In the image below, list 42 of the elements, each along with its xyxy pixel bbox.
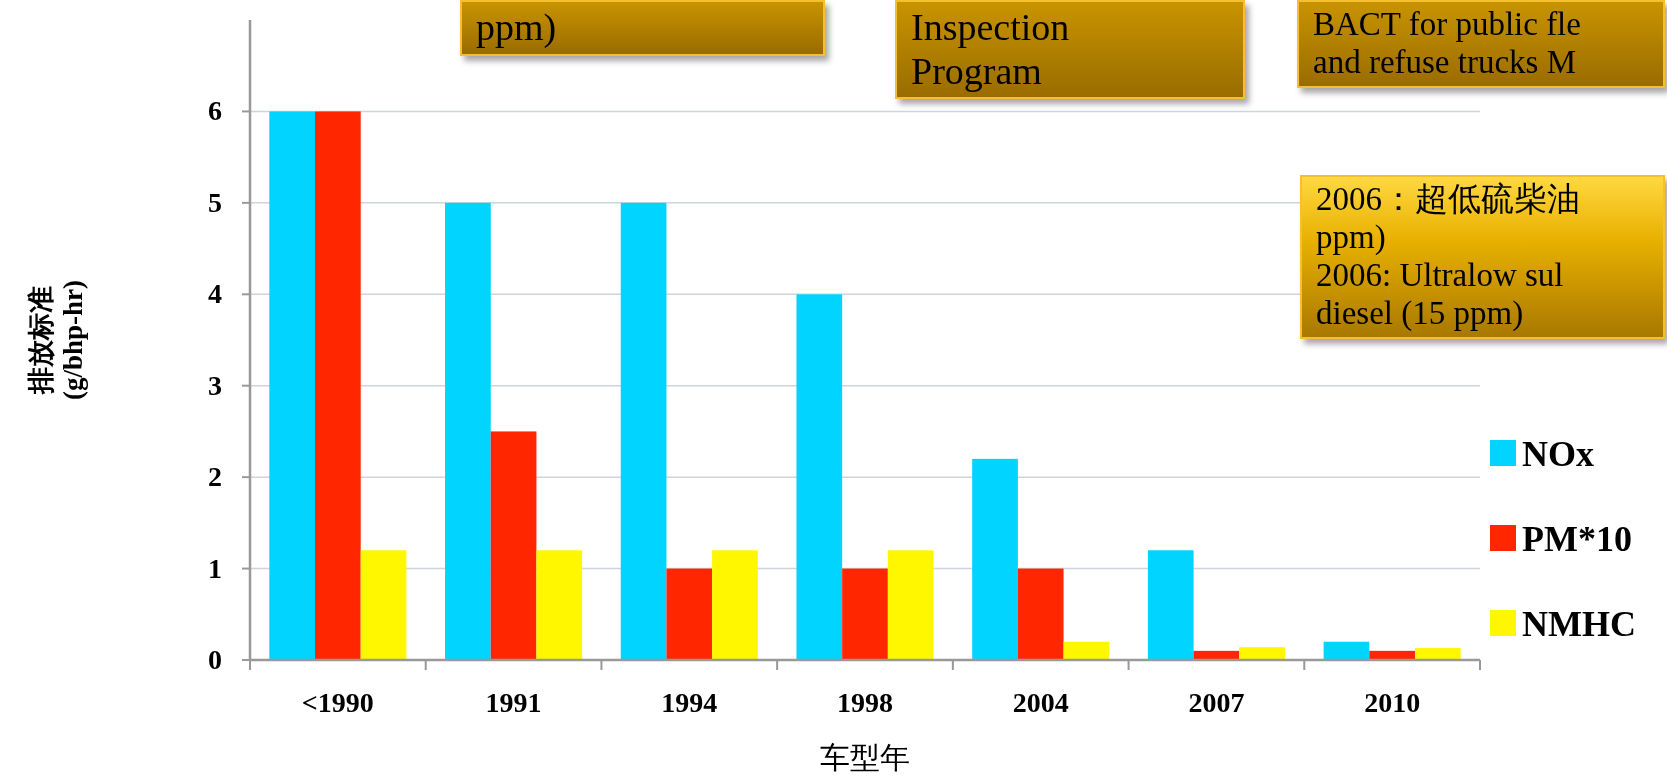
bar xyxy=(1017,568,1064,660)
annotation: Inspection Program xyxy=(895,0,1245,100)
bar xyxy=(972,458,1018,660)
y-tick-label: 6 xyxy=(208,95,222,127)
bar xyxy=(887,550,934,660)
y-tick-label: 2 xyxy=(208,461,222,493)
bar xyxy=(620,202,667,660)
bar xyxy=(1414,648,1461,660)
bar xyxy=(1323,641,1370,660)
x-axis-title: 车型年 xyxy=(820,741,910,774)
bar xyxy=(1239,647,1285,660)
bar xyxy=(536,550,583,660)
bar xyxy=(712,550,758,660)
bar xyxy=(666,568,713,660)
y-tick-label: 0 xyxy=(208,644,222,675)
x-tick-label: 1998 xyxy=(837,687,893,718)
legend-label: PM*10 xyxy=(1522,519,1632,559)
x-tick-label: 1994 xyxy=(661,687,718,718)
legend-label: NOx xyxy=(1522,434,1594,474)
x-tick-label: 1991 xyxy=(485,687,542,718)
bar xyxy=(445,202,491,660)
bar xyxy=(269,111,316,660)
bar xyxy=(842,568,888,660)
annotation: ppm) xyxy=(460,0,825,56)
annotation: BACT for public fle and refuse trucks M xyxy=(1297,0,1665,88)
y-tick-label: 4 xyxy=(208,278,222,310)
bar xyxy=(1147,550,1194,660)
y-tick-label: 5 xyxy=(208,186,222,218)
x-tick-label: 2004 xyxy=(1012,687,1069,718)
bar xyxy=(490,431,537,660)
x-tick-label: <1990 xyxy=(301,687,374,718)
y-axis-title: 排放标准 (g/bhp-hr) xyxy=(26,279,88,401)
y-tick-label: 3 xyxy=(208,369,222,401)
bar xyxy=(796,294,843,660)
x-tick-label: 2007 xyxy=(1188,687,1245,718)
legend-label: NMHC xyxy=(1522,604,1636,644)
bar xyxy=(1063,641,1110,660)
x-tick-label: 2010 xyxy=(1364,687,1421,718)
bar xyxy=(360,550,407,660)
annotation: 2006：超低硫柴油 ppm) 2006: Ultralow sul diesel (15 ppm) xyxy=(1300,175,1665,339)
y-tick-label: 1 xyxy=(208,552,222,584)
bar xyxy=(315,111,361,660)
